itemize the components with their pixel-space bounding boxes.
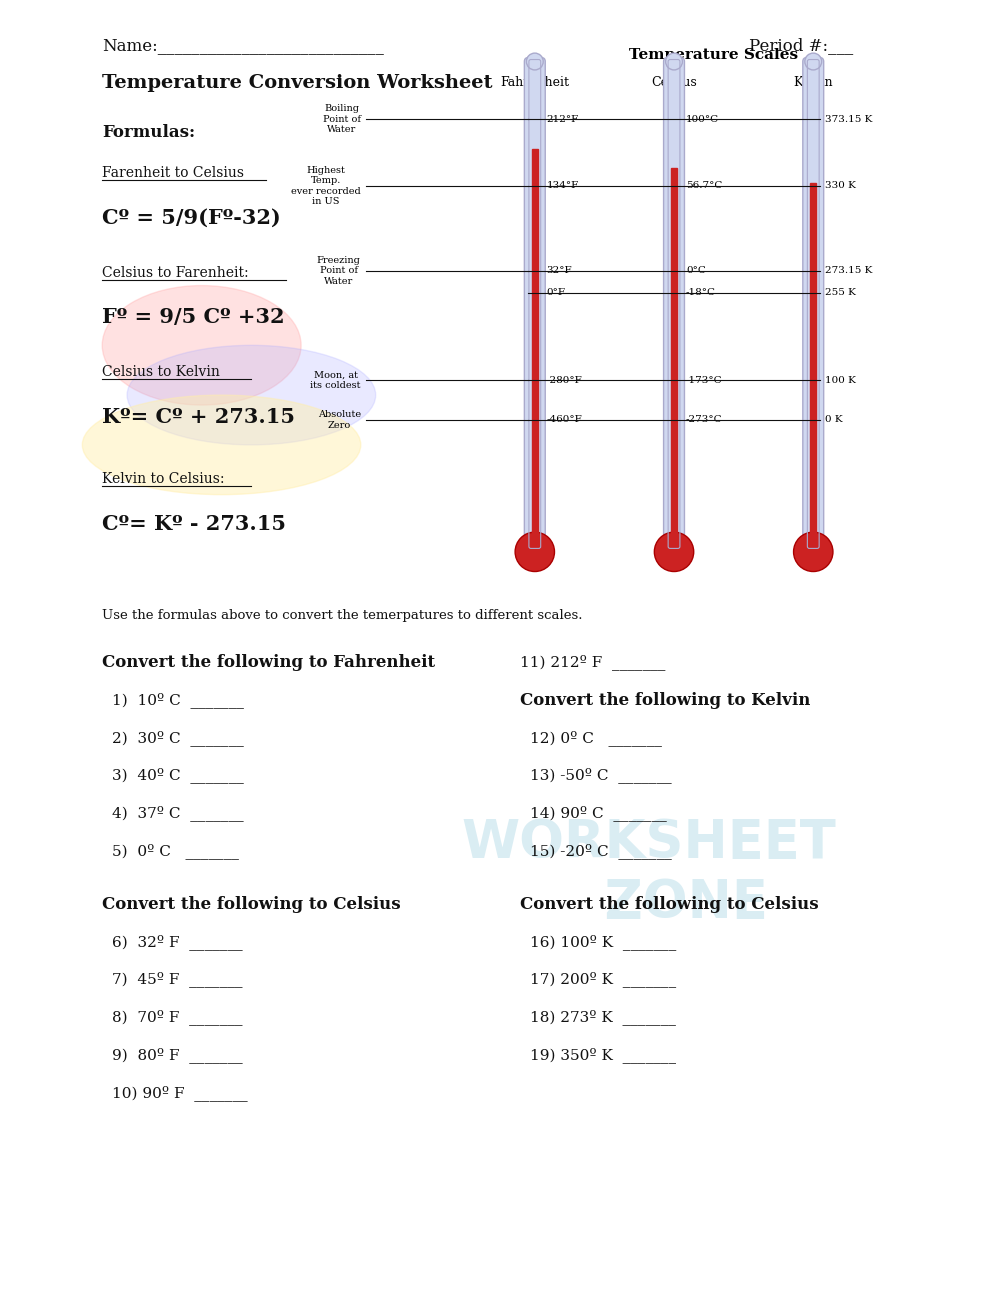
FancyBboxPatch shape [803,57,824,550]
Text: 6)  32º F  _______: 6) 32º F _______ [112,934,243,950]
Circle shape [794,532,833,572]
Text: 0°C: 0°C [686,267,706,276]
Circle shape [666,53,682,70]
Text: Use the formulas above to convert the temerpatures to different scales.: Use the formulas above to convert the te… [102,609,583,622]
Text: Convert the following to Celsius: Convert the following to Celsius [520,895,819,914]
Text: 0°F: 0°F [547,289,566,298]
Text: Kelvin to Celsius:: Kelvin to Celsius: [102,472,225,485]
Text: -173°C: -173°C [686,375,723,384]
Text: 19) 350º K  _______: 19) 350º K _______ [530,1047,676,1064]
Text: Temperature Scales: Temperature Scales [629,48,798,62]
Bar [671,168,677,546]
Text: 13) -50º C  _______: 13) -50º C _______ [530,767,671,783]
Text: 9)  80º F  _______: 9) 80º F _______ [112,1047,243,1064]
Text: 3)  40º C  _______: 3) 40º C _______ [112,767,244,783]
Text: Highest
Temp.
ever recorded
in US: Highest Temp. ever recorded in US [291,166,361,206]
Circle shape [515,532,554,572]
Text: Farenheit to Celsius: Farenheit to Celsius [102,166,244,180]
Text: -273°C: -273°C [686,415,723,424]
Text: 7)  45º F  _______: 7) 45º F _______ [112,972,243,987]
Text: 18) 273º K  _______: 18) 273º K _______ [530,1009,676,1025]
Text: 373.15 K: 373.15 K [825,115,873,124]
Text: 255 K: 255 K [825,289,856,298]
Text: 0 K: 0 K [825,415,843,424]
Text: Celsius to Kelvin: Celsius to Kelvin [102,365,220,379]
FancyBboxPatch shape [524,57,545,550]
Text: Kº= Cº + 273.15: Kº= Cº + 273.15 [102,408,295,427]
Ellipse shape [82,395,361,494]
Text: Period #:___: Period #:___ [749,36,853,53]
Text: WORKSHEET
    ZONE: WORKSHEET ZONE [462,817,837,929]
Text: Convert the following to Fahrenheit: Convert the following to Fahrenheit [102,653,435,672]
Text: Name:___________________________: Name:___________________________ [102,36,384,53]
Text: 32°F: 32°F [547,267,572,276]
Bar [810,182,816,546]
Text: Cº= Kº - 273.15: Cº= Kº - 273.15 [102,514,286,533]
Text: 12) 0º C   _______: 12) 0º C _______ [530,730,662,745]
Text: Convert the following to Kelvin: Convert the following to Kelvin [520,692,810,709]
Text: Cº = 5/9(Fº-32): Cº = 5/9(Fº-32) [102,208,281,228]
Text: -280°F: -280°F [547,375,582,384]
Text: 8)  70º F  _______: 8) 70º F _______ [112,1009,243,1025]
Text: Kelvin: Kelvin [793,76,833,89]
Text: 330 K: 330 K [825,181,856,190]
Text: 56.7°C: 56.7°C [686,181,722,190]
Text: 16) 100º K  _______: 16) 100º K _______ [530,934,676,950]
Text: -460°F: -460°F [547,415,582,424]
Text: Freezing
Point of
Water: Freezing Point of Water [317,256,361,286]
Text: -18°C: -18°C [686,289,716,298]
Text: 100°C: 100°C [686,115,719,124]
Text: Formulas:: Formulas: [102,124,195,141]
Text: 134°F: 134°F [547,181,579,190]
Text: 4)  37º C  _______: 4) 37º C _______ [112,805,244,822]
Text: 273.15 K: 273.15 K [825,267,873,276]
Text: 2)  30º C  _______: 2) 30º C _______ [112,730,244,745]
Bar [532,149,538,546]
Text: 100 K: 100 K [825,375,856,384]
Text: Fº = 9/5 Cº +32: Fº = 9/5 Cº +32 [102,308,285,327]
Text: Celsius to Farenheit:: Celsius to Farenheit: [102,265,249,280]
Text: Temperature Conversion Worksheet: Temperature Conversion Worksheet [102,75,493,92]
FancyBboxPatch shape [664,57,684,550]
Circle shape [805,53,822,70]
Text: 212°F: 212°F [547,115,579,124]
Text: 10) 90º F  _______: 10) 90º F _______ [112,1086,248,1101]
Text: 11) 212º F  _______: 11) 212º F _______ [520,653,665,670]
Circle shape [654,532,694,572]
Text: 17) 200º K  _______: 17) 200º K _______ [530,972,676,987]
Text: 15) -20º C  _______: 15) -20º C _______ [530,844,672,859]
Text: Absolute
Zero: Absolute Zero [318,410,361,430]
Ellipse shape [127,345,376,445]
Text: Moon, at
its coldest: Moon, at its coldest [310,370,361,389]
Circle shape [526,53,543,70]
Text: 14) 90º C  _______: 14) 90º C _______ [530,805,667,822]
Text: Convert the following to Celsius: Convert the following to Celsius [102,895,401,914]
Text: 5)  0º C   _______: 5) 0º C _______ [112,844,239,859]
Text: 1)  10º C  _______: 1) 10º C _______ [112,692,244,708]
Text: Celsius: Celsius [651,76,697,89]
Text: Boiling
Point of
Water: Boiling Point of Water [323,105,361,135]
Ellipse shape [102,286,301,405]
Text: Fahrenheit: Fahrenheit [500,76,569,89]
